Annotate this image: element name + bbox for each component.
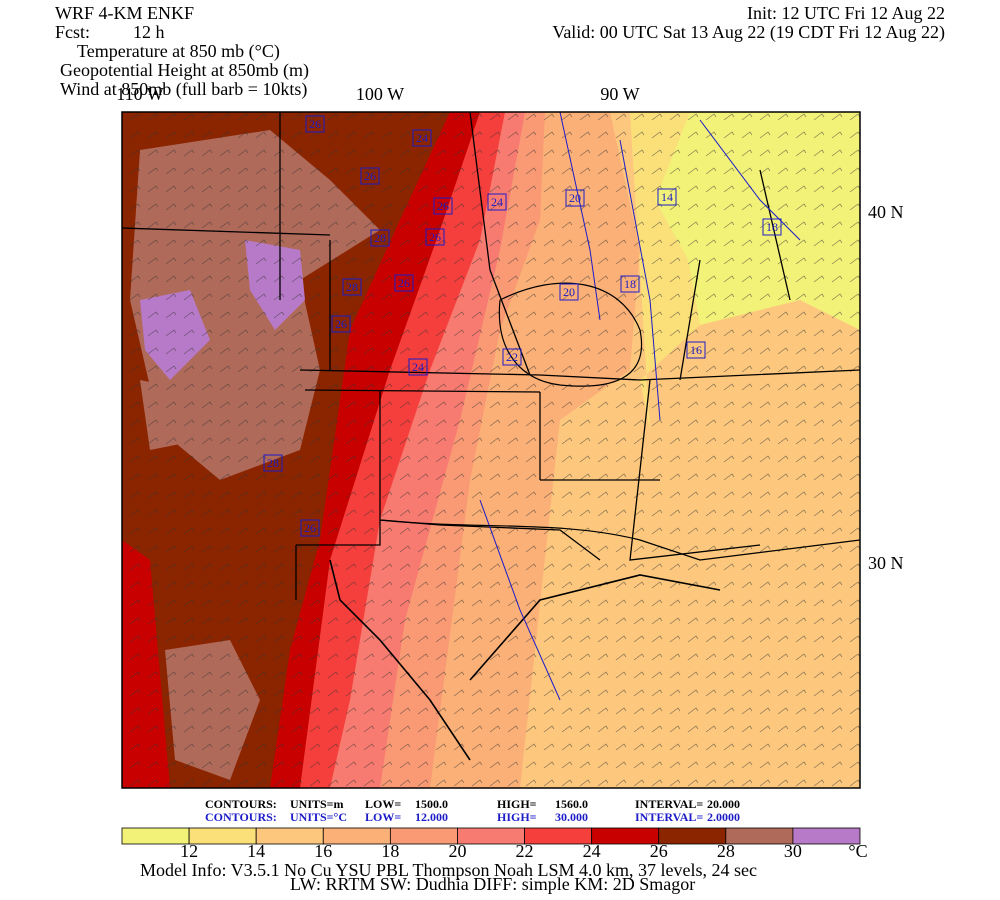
map-frame <box>121 111 861 789</box>
colorbar-segment <box>121 827 190 845</box>
contour-label: 24 <box>416 131 428 145</box>
contour-label: 22 <box>506 350 518 364</box>
colorbar-tick-label: 30 <box>784 841 802 861</box>
contour-info: 30.000 <box>555 810 588 824</box>
colorbar-tick-label: 18 <box>381 841 399 861</box>
contour-label-box <box>408 358 428 376</box>
contour-label-box <box>559 283 579 301</box>
contour-info: INTERVAL= <box>635 810 703 824</box>
colorbar-unit: °C <box>848 841 867 861</box>
contour-label-box <box>331 315 351 333</box>
contour-label-box <box>620 275 640 293</box>
contour-info: 1560.0 <box>555 797 588 811</box>
contour-label: 20 <box>563 285 575 299</box>
contour-label: 26 <box>364 169 376 183</box>
contour-label-box <box>425 228 445 246</box>
colorbar-segment <box>188 827 257 845</box>
colorbar-tick-label: 12 <box>180 841 198 861</box>
contour-info: INTERVAL= <box>635 797 703 811</box>
contour-label: 26 <box>437 199 449 213</box>
contour-label-box <box>412 129 432 147</box>
colorbar-segment <box>255 827 324 845</box>
map: 26 24 26 24 26 20 14 28 26 18 26 28 20 18 26 16 22 24 28 26 <box>122 112 860 788</box>
contour-label-box <box>433 197 453 215</box>
fcst-label: Fcst: <box>55 22 90 42</box>
contour-info: CONTOURS: <box>205 810 277 824</box>
contour-label: 26 <box>429 230 441 244</box>
contour-label: 28 <box>374 231 386 245</box>
contour-label: 26 <box>335 317 347 331</box>
field-title: Wind at 850mb (full barb = 10kts) <box>60 79 307 100</box>
contour-label-box <box>342 278 362 296</box>
contour-label-box <box>370 229 390 247</box>
colorbar-segment <box>658 827 727 845</box>
contour-info: 1500.0 <box>415 797 448 811</box>
colorbar-segment <box>389 827 458 845</box>
contour-label: 16 <box>690 343 702 357</box>
colorbar-segment <box>524 827 593 845</box>
colorbar-tick-label: 24 <box>583 841 601 861</box>
contour-info: 12.000 <box>415 810 448 824</box>
contour-label: 24 <box>412 360 424 374</box>
lat-label: 30 N <box>868 553 904 573</box>
contour-info: 20.000 <box>707 797 740 811</box>
lon-label: 90 W <box>600 84 639 104</box>
lat-label: 40 N <box>868 202 904 222</box>
contour-label-box <box>360 167 380 185</box>
contour-label-box <box>394 274 414 292</box>
contour-info: LOW= <box>365 810 401 824</box>
lon-label: 110 W <box>116 84 164 104</box>
contour-info: UNITS=°C <box>290 810 347 824</box>
contour-info: UNITS=m <box>290 797 344 811</box>
colorbar-segment <box>591 827 660 845</box>
colorbar-segment <box>792 827 861 845</box>
fcst: 12 h <box>133 22 165 42</box>
contour-label: 28 <box>267 456 279 470</box>
contour-info: LOW= <box>365 797 401 811</box>
contour-label: 26 <box>398 276 410 290</box>
contour-label: 18 <box>766 220 778 234</box>
model: WRF 4-KM ENKF <box>55 3 194 23</box>
contour-info: 2.0000 <box>707 810 740 824</box>
valid: Valid: 00 UTC Sat 13 Aug 22 (19 CDT Fri … <box>552 22 945 43</box>
contour-info: HIGH= <box>497 797 537 811</box>
field-title: Geopotential Height at 850mb (m) <box>60 60 309 81</box>
colorbar-segment <box>322 827 391 845</box>
contour-label-box <box>686 341 706 359</box>
contour-label: 18 <box>624 277 636 291</box>
contour-label: 20 <box>569 191 581 205</box>
contour-label-box <box>762 218 782 236</box>
colorbar-tick-label: 16 <box>314 841 332 861</box>
contour-label-box <box>300 519 320 537</box>
contour-label-box <box>305 115 325 133</box>
contour-label: 24 <box>491 195 503 209</box>
contour-label: 26 <box>309 117 321 131</box>
colorbar-tick-label: 22 <box>516 841 534 861</box>
contour-label-box <box>502 348 522 366</box>
footer: LW: RRTM SW: Dudhia DIFF: simple KM: 2D … <box>290 874 695 894</box>
init: Init: 12 UTC Fri 12 Aug 22 <box>747 3 945 23</box>
colorbar-segment <box>457 827 525 845</box>
contour-label: 26 <box>304 521 316 535</box>
contour-label: 14 <box>661 190 673 204</box>
lon-label: 100 W <box>356 84 404 104</box>
contour-label: 28 <box>346 280 358 294</box>
contour-label-box <box>657 188 677 206</box>
colorbar-segment <box>725 827 794 845</box>
contour-label-box <box>487 193 507 211</box>
colorbar-tick-label: 26 <box>650 841 668 861</box>
colorbar-tick-label: 20 <box>448 841 466 861</box>
colorbar-tick-label: 28 <box>717 841 735 861</box>
contour-info: CONTOURS: <box>205 797 277 811</box>
contour-label-box <box>263 454 283 472</box>
colorbar-tick-label: 14 <box>247 841 265 861</box>
field-title: Temperature at 850 mb (°C) <box>77 41 280 62</box>
contour-label-box <box>565 189 585 207</box>
footer: Model Info: V3.5.1 No Cu YSU PBL Thompso… <box>140 860 757 880</box>
contour-info: HIGH= <box>497 810 537 824</box>
